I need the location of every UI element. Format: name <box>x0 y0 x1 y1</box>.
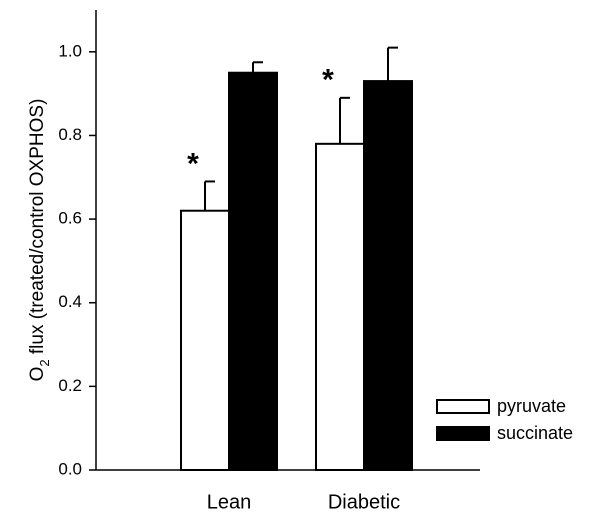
bar <box>363 80 413 471</box>
legend-swatch <box>436 426 490 441</box>
legend-label: succinate <box>497 423 573 443</box>
bar <box>228 71 278 472</box>
y-tick-label: 0.4 <box>58 292 82 311</box>
legend-label: pyruvate <box>497 396 566 416</box>
y-tick-label: 1.0 <box>58 41 82 60</box>
bar <box>315 142 365 471</box>
significance-mark: * <box>187 147 199 180</box>
x-tick-label: Lean <box>207 491 252 513</box>
y-axis-label: O2 flux (treated/control OXPHOS) <box>27 99 52 382</box>
y-label-sub: 2 <box>37 359 52 366</box>
x-tick-label: Diabetic <box>328 491 400 513</box>
y-tick-label: 0.2 <box>58 376 82 395</box>
legend-swatch <box>436 399 490 414</box>
y-label-part: flux (treated/control OXPHOS) <box>27 99 48 360</box>
y-tick-label: 0.0 <box>58 459 82 478</box>
significance-mark: * <box>322 64 334 97</box>
bar <box>180 209 230 472</box>
y-label-part: O <box>27 367 48 382</box>
y-tick-label: 0.6 <box>58 209 82 228</box>
y-tick-label: 0.8 <box>58 125 82 144</box>
